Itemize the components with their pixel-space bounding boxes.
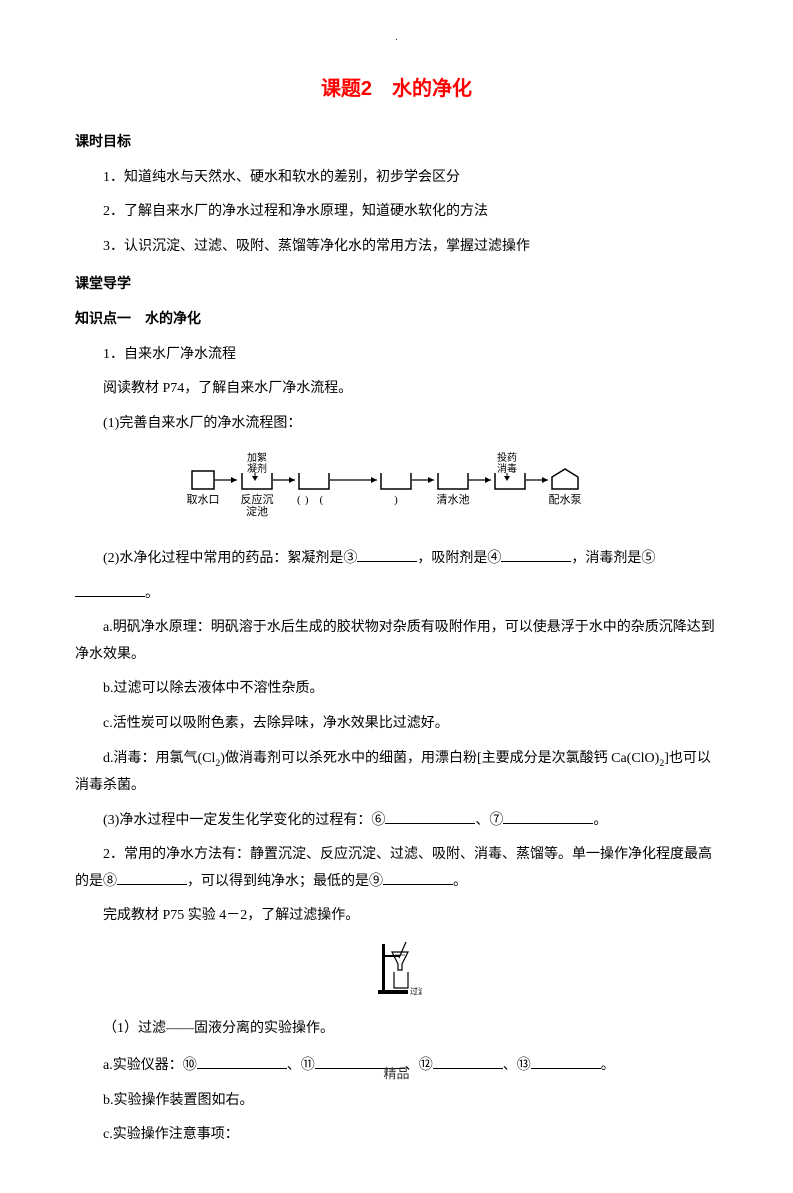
- kp1-2-text-mid1: ，吸附剂是④: [417, 551, 501, 566]
- para-a: a.明矾净水原理：明矾溶于水后生成的胶状物对杂质有吸附作用，可以使悬浮于水中的杂…: [75, 611, 718, 672]
- goal-item-3: 3．认识沉淀、过滤、吸附、蒸馏等净化水的常用方法，掌握过滤操作: [75, 230, 718, 265]
- para-b: b.过滤可以除去液体中不溶性杂质。: [75, 672, 718, 707]
- blank-5: [75, 582, 145, 597]
- kp1-3-end: 。: [593, 813, 607, 828]
- kp1-3-mid: 、⑦: [475, 813, 503, 828]
- blank-3: [357, 547, 417, 562]
- kp2: 2．常用的净水方法有：静置沉淀、反应沉淀、过滤、吸附、消毒、蒸馏等。单一操作净化…: [75, 838, 718, 899]
- kp1-2-text-pre: (2)水净化过程中常用的药品：絮凝剂是③: [103, 551, 357, 566]
- kp2-mid: ，可以得到纯净水；最低的是⑨: [187, 874, 383, 889]
- header-mark: ·: [395, 30, 399, 51]
- svg-text:(: (: [297, 494, 301, 506]
- pd-pre: d.消毒：用氯气(Cl: [103, 751, 215, 766]
- svg-text:) (: ) (: [304, 494, 323, 506]
- knowledge-point-1: 知识点一 水的净化: [75, 303, 718, 338]
- diag-label-flocculant2: 凝剂: [247, 462, 267, 475]
- goal-item-1: 1．知道纯水与天然水、硬水和软水的差别，初步学会区分: [75, 161, 718, 196]
- page-content: 课题2 水的净化 课时目标 1．知道纯水与天然水、硬水和软水的差别，初步学会区分…: [0, 0, 793, 1193]
- blank-7: [503, 809, 593, 824]
- svg-text:清水池: 清水池: [436, 493, 469, 506]
- kp1-sub1-b: (1)完善自来水厂的净水流程图：: [75, 407, 718, 442]
- svg-text:过滤: 过滤: [410, 986, 422, 996]
- kp2-a: 完成教材 P75 实验 4－2，了解过滤操作。: [75, 899, 718, 934]
- diag-label-intake: 取水口: [187, 493, 220, 506]
- para-c: c.活性炭可以吸附色素，去除异味，净水效果比过滤好。: [75, 707, 718, 742]
- diag-label-flocculant1: 加絮: [247, 451, 267, 464]
- blank-8: [117, 870, 187, 885]
- kp1-sub2-cont: 。: [75, 577, 718, 612]
- goal-item-2: 2．了解自来水厂的净水过程和净水原理，知道硬水软化的方法: [75, 195, 718, 230]
- page-footer: 精品: [0, 1062, 793, 1087]
- filter-b: b.实验操作装置图如右。: [75, 1084, 718, 1119]
- filter-apparatus-diagram: 过滤: [75, 938, 718, 1009]
- filter-1: （1）过滤——固液分离的实验操作。: [75, 1012, 718, 1047]
- filter-c: c.实验操作注意事项：: [75, 1118, 718, 1153]
- kp1-3-pre: (3)净水过程中一定发生化学变化的过程有：⑥: [103, 813, 385, 828]
- kp1-sub2: (2)水净化过程中常用的药品：絮凝剂是③ ，吸附剂是④ ，消毒剂是⑤: [75, 542, 718, 577]
- water-process-diagram: 取水口 加絮 凝剂 反应沉 淀池 ) ( ) (: [75, 451, 718, 532]
- pd-mid: )做消毒剂可以杀死水中的细菌，用漂白粉[主要成分是次氯酸钙 Ca(ClO): [220, 751, 659, 766]
- blank-9: [383, 870, 453, 885]
- kp1-2-end: 。: [145, 586, 159, 601]
- svg-text:投药: 投药: [497, 451, 517, 464]
- blank-4: [501, 547, 571, 562]
- svg-text:淀池: 淀池: [246, 504, 268, 518]
- kp1-sub1-a: 阅读教材 P74，了解自来水厂净水流程。: [75, 372, 718, 407]
- svg-text:): ): [394, 494, 398, 506]
- kp1-2-text-mid2: ，消毒剂是⑤: [571, 551, 655, 566]
- svg-text:配水泵: 配水泵: [548, 493, 581, 506]
- section-guide-heading: 课堂导学: [75, 270, 718, 297]
- section-goals-heading: 课时目标: [75, 128, 718, 155]
- page-title: 课题2 水的净化: [75, 70, 718, 108]
- kp2-end: 。: [453, 874, 467, 889]
- kp1-sub1: 1．自来水厂净水流程: [75, 338, 718, 373]
- blank-6: [385, 809, 475, 824]
- svg-text:反应沉: 反应沉: [240, 492, 273, 506]
- para-d: d.消毒：用氯气(Cl2)做消毒剂可以杀死水中的细菌，用漂白粉[主要成分是次氯酸…: [75, 742, 718, 804]
- kp1-sub3: (3)净水过程中一定发生化学变化的过程有：⑥ 、⑦ 。: [75, 804, 718, 839]
